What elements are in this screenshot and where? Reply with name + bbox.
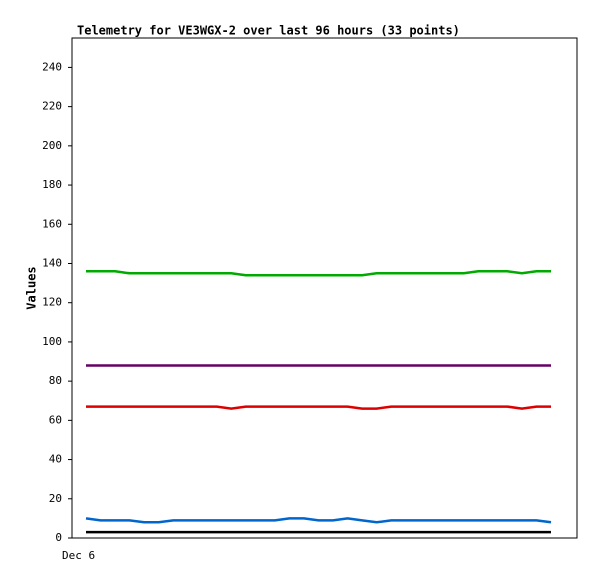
y-tick-label: 60	[49, 413, 62, 426]
x-tick-label: Dec 6	[62, 549, 95, 562]
y-tick-label: 220	[42, 100, 62, 113]
y-tick-label: 0	[55, 531, 62, 544]
y-tick-label: 20	[49, 492, 62, 505]
y-tick-label: 140	[42, 256, 62, 269]
series-line	[86, 270, 551, 277]
y-tick-label: 120	[42, 296, 62, 309]
y-tick-label: 200	[42, 139, 62, 152]
plot-frame	[71, 37, 578, 539]
y-tick-label: 160	[42, 217, 62, 230]
chart-title: Telemetry for VE3WGX-2 over last 96 hour…	[77, 24, 460, 38]
y-tick-label: 80	[49, 374, 62, 387]
y-tick-label: 240	[42, 60, 62, 73]
y-tick-label: 100	[42, 335, 62, 348]
series-line	[85, 517, 552, 524]
y-tick-label: 180	[42, 178, 62, 191]
series-line	[86, 405, 551, 410]
y-tick-label: 40	[49, 453, 62, 466]
y-axis-label: Values	[25, 266, 39, 309]
